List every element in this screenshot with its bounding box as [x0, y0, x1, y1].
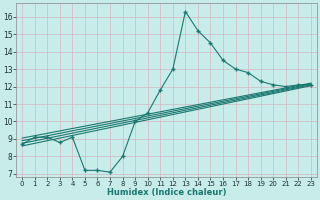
X-axis label: Humidex (Indice chaleur): Humidex (Indice chaleur)	[107, 188, 226, 197]
